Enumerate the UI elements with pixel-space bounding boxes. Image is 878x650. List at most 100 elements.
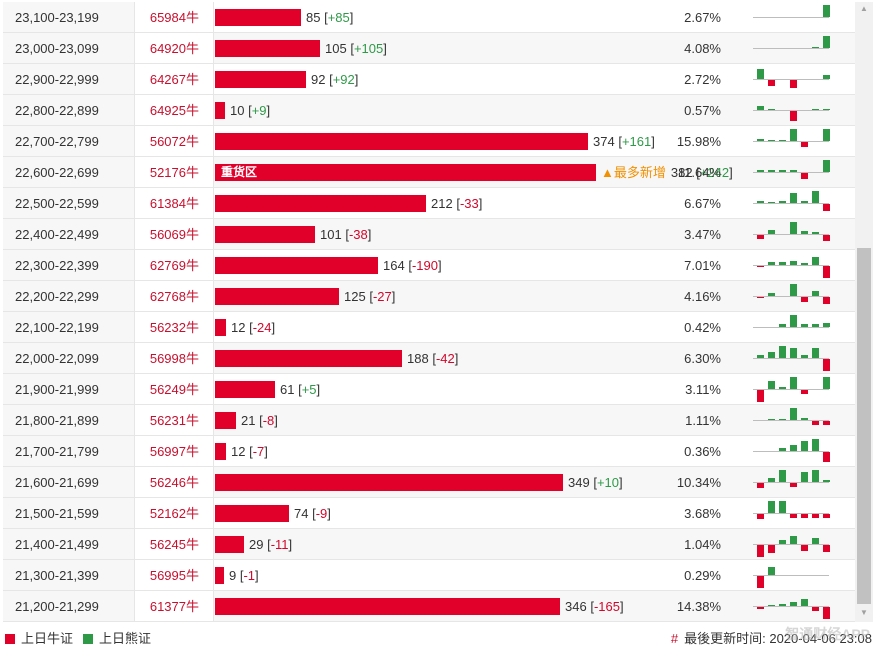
legend-bear: 上日熊证 [83, 630, 151, 648]
quantity-change: -42 [435, 351, 455, 366]
sparkline-bar [779, 540, 786, 544]
quantity-bar [215, 412, 236, 429]
strike-range: 22,900-22,999 [3, 64, 134, 94]
cbbc-code-link[interactable]: 56245牛 [134, 529, 214, 559]
quantity-count: 12 [231, 320, 246, 335]
cbbc-code-link[interactable]: 61377牛 [134, 591, 214, 621]
quantity-text: ▲最多新增 382 [+242] [601, 165, 733, 180]
sparkline-bar [768, 140, 775, 141]
sparkline-bar [812, 47, 819, 48]
quantity-bar-cell: 85 [+85] [215, 2, 645, 32]
quantity-bar [215, 598, 560, 615]
quantity-text: 12 [-24] [231, 320, 276, 335]
sparkline-bar [779, 470, 786, 482]
scroll-down-arrow-icon[interactable]: ▼ [860, 608, 868, 617]
table-row: 21,300-21,399 56995牛 9 [-1] 0.29% [3, 560, 855, 591]
quantity-bar [215, 71, 306, 88]
sparkline-bar [812, 607, 819, 611]
sparkline-baseline [753, 389, 829, 390]
quantity-change: -33 [459, 196, 479, 211]
table-row: 22,900-22,999 64267牛 92 [+92] 2.72% [3, 64, 855, 95]
percentage: 1.04% [684, 537, 721, 552]
percentage: 6.67% [684, 196, 721, 211]
cbbc-code-link[interactable]: 56069牛 [134, 219, 214, 249]
sparkline-bar [757, 514, 764, 519]
sparkline-bar [757, 201, 764, 203]
quantity-bar-cell: 61 [+5] [215, 374, 645, 404]
cbbc-code-link[interactable]: 62769牛 [134, 250, 214, 280]
cbbc-code-link[interactable]: 56072牛 [134, 126, 214, 156]
sparkline-bar [779, 324, 786, 327]
sparkline-bar [779, 387, 786, 389]
quantity-count: 9 [229, 568, 237, 583]
percentage: 2.72% [684, 72, 721, 87]
sparkline-bar [823, 129, 830, 141]
cbbc-code-link[interactable]: 62768牛 [134, 281, 214, 311]
quantity-bar [215, 567, 224, 584]
quantity-change: -7 [252, 444, 265, 459]
sparkline-bar [768, 567, 775, 575]
quantity-bar-cell: 105 [+105] [215, 33, 645, 63]
quantity-change: +5 [301, 382, 317, 397]
quantity-bar [215, 381, 275, 398]
cbbc-code-link[interactable]: 56231牛 [134, 405, 214, 435]
cbbc-code-link[interactable]: 64925牛 [134, 95, 214, 125]
table-row: 21,500-21,599 52162牛 74 [-9] 3.68% [3, 498, 855, 529]
quantity-count: 164 [383, 258, 405, 273]
quantity-change: +10 [596, 475, 619, 490]
quantity-text: 101 [-38] [320, 227, 372, 242]
quantity-text: 212 [-33] [431, 196, 483, 211]
cbbc-code-link[interactable]: 52176牛 [134, 157, 214, 187]
quantity-bar-cell: 101 [-38] [215, 219, 645, 249]
sparkline-bar [757, 297, 764, 298]
quantity-text: 346 [-165] [565, 599, 624, 614]
sparkline-bar [790, 80, 797, 88]
sparkline-bar [801, 201, 808, 203]
sparkline-bar [779, 419, 786, 420]
cbbc-distribution-table: 23,100-23,199 65984牛 85 [+85] 2.67% 23,000-2… [3, 2, 855, 622]
quantity-bar [215, 195, 426, 212]
vertical-scrollbar[interactable]: ▲ ▼ [855, 2, 873, 622]
daily-change-sparkline [749, 312, 831, 342]
quantity-text: 9 [-1] [229, 568, 259, 583]
table-row: 22,700-22,799 56072牛 374 [+161] 15.98% [3, 126, 855, 157]
table-row: 22,500-22,599 61384牛 212 [-33] 6.67% [3, 188, 855, 219]
sparkline-bar [801, 418, 808, 420]
quantity-bar [215, 164, 596, 181]
cbbc-code-link[interactable]: 61384牛 [134, 188, 214, 218]
sparkline-baseline [753, 48, 829, 49]
daily-change-sparkline [749, 2, 831, 32]
scroll-thumb[interactable] [857, 248, 871, 604]
quantity-change: -1 [243, 568, 256, 583]
daily-change-sparkline [749, 64, 831, 94]
percentage: 11.64% [677, 165, 721, 180]
cbbc-code-link[interactable]: 56246牛 [134, 467, 214, 497]
cbbc-code-link[interactable]: 56249牛 [134, 374, 214, 404]
quantity-text: 188 [-42] [407, 351, 459, 366]
cbbc-code-link[interactable]: 52162牛 [134, 498, 214, 528]
sparkline-bar [790, 222, 797, 234]
quantity-bar-cell: 74 [-9] [215, 498, 645, 528]
sparkline-baseline [753, 482, 829, 483]
cbbc-code-link[interactable]: 64920牛 [134, 33, 214, 63]
cbbc-code-link[interactable]: 56998牛 [134, 343, 214, 373]
sparkline-bar [757, 390, 764, 402]
quantity-change: -38 [348, 227, 368, 242]
cbbc-code-link[interactable]: 56232牛 [134, 312, 214, 342]
table-row: 22,800-22,899 64925牛 10 [+9] 0.57% [3, 95, 855, 126]
sparkline-bar [757, 69, 764, 79]
sparkline-bar [779, 201, 786, 203]
cbbc-code-link[interactable]: 65984牛 [134, 2, 214, 32]
cbbc-code-link[interactable]: 64267牛 [134, 64, 214, 94]
daily-change-sparkline [749, 343, 831, 373]
scroll-up-arrow-icon[interactable]: ▲ [860, 4, 868, 13]
strike-range: 22,600-22,699 [3, 157, 134, 187]
sparkline-bar [823, 75, 830, 79]
sparkline-bar [812, 421, 819, 425]
quantity-count: 374 [593, 134, 615, 149]
quantity-bar-cell: 188 [-42] [215, 343, 645, 373]
sparkline-bar [812, 109, 819, 110]
cbbc-code-link[interactable]: 56997牛 [134, 436, 214, 466]
strike-range: 21,700-21,799 [3, 436, 134, 466]
cbbc-code-link[interactable]: 56995牛 [134, 560, 214, 590]
